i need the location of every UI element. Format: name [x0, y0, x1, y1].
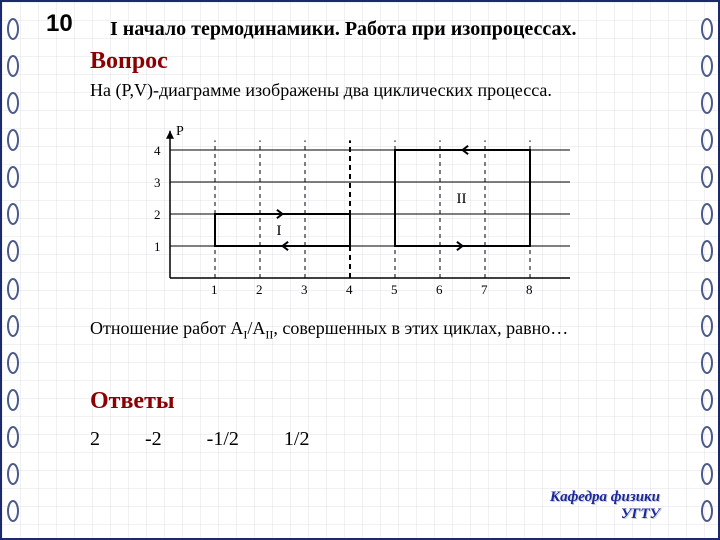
answers-row: 2 -2 -1/2 1/2	[90, 428, 349, 451]
svg-text:1: 1	[154, 239, 161, 254]
footer-line1: Кафедра физики	[550, 489, 660, 506]
slide-frame: 10 I начало термодинамики. Работа при из…	[0, 0, 720, 540]
conclusion-text: Отношение работ AI/AII, совершенных в эт…	[90, 318, 670, 343]
svg-text:5: 5	[391, 282, 398, 297]
pv-diagram-svg: PV123456781234III	[110, 108, 570, 308]
svg-text:8: 8	[526, 282, 533, 297]
answer-option: 2	[90, 428, 100, 451]
spiral-binding-left	[6, 2, 20, 538]
question-text: На (P,V)-диаграмме изображены два циклич…	[90, 80, 670, 101]
answer-option: 1/2	[284, 428, 310, 451]
svg-text:II: II	[457, 191, 467, 207]
svg-text:3: 3	[154, 175, 161, 190]
concl-pre: Отношение работ A	[90, 318, 243, 338]
spiral-binding-right	[700, 2, 714, 538]
svg-text:4: 4	[346, 282, 353, 297]
concl-post: , совершенных в этих циклах, равно…	[273, 318, 568, 338]
svg-text:3: 3	[301, 282, 308, 297]
pv-diagram: PV123456781234III	[110, 108, 570, 308]
svg-text:2: 2	[256, 282, 263, 297]
answer-option: -2	[145, 428, 162, 451]
question-heading: Вопрос	[90, 48, 168, 75]
concl-mid: /A	[247, 318, 265, 338]
slide-number: 10	[46, 10, 73, 38]
slide-title: I начало термодинамики. Работа при изопр…	[110, 18, 690, 41]
content-area: 10 I начало термодинамики. Работа при из…	[30, 8, 690, 532]
svg-text:1: 1	[211, 282, 218, 297]
svg-text:I: I	[277, 223, 282, 239]
svg-text:4: 4	[154, 143, 161, 158]
svg-text:P: P	[176, 124, 184, 139]
footer-credit: Кафедра физики УГТУ	[550, 489, 660, 522]
svg-text:6: 6	[436, 282, 443, 297]
answers-heading: Ответы	[90, 388, 175, 415]
answer-option: -1/2	[207, 428, 239, 451]
footer-line2: УГТУ	[550, 506, 660, 523]
svg-text:7: 7	[481, 282, 488, 297]
svg-text:2: 2	[154, 207, 161, 222]
